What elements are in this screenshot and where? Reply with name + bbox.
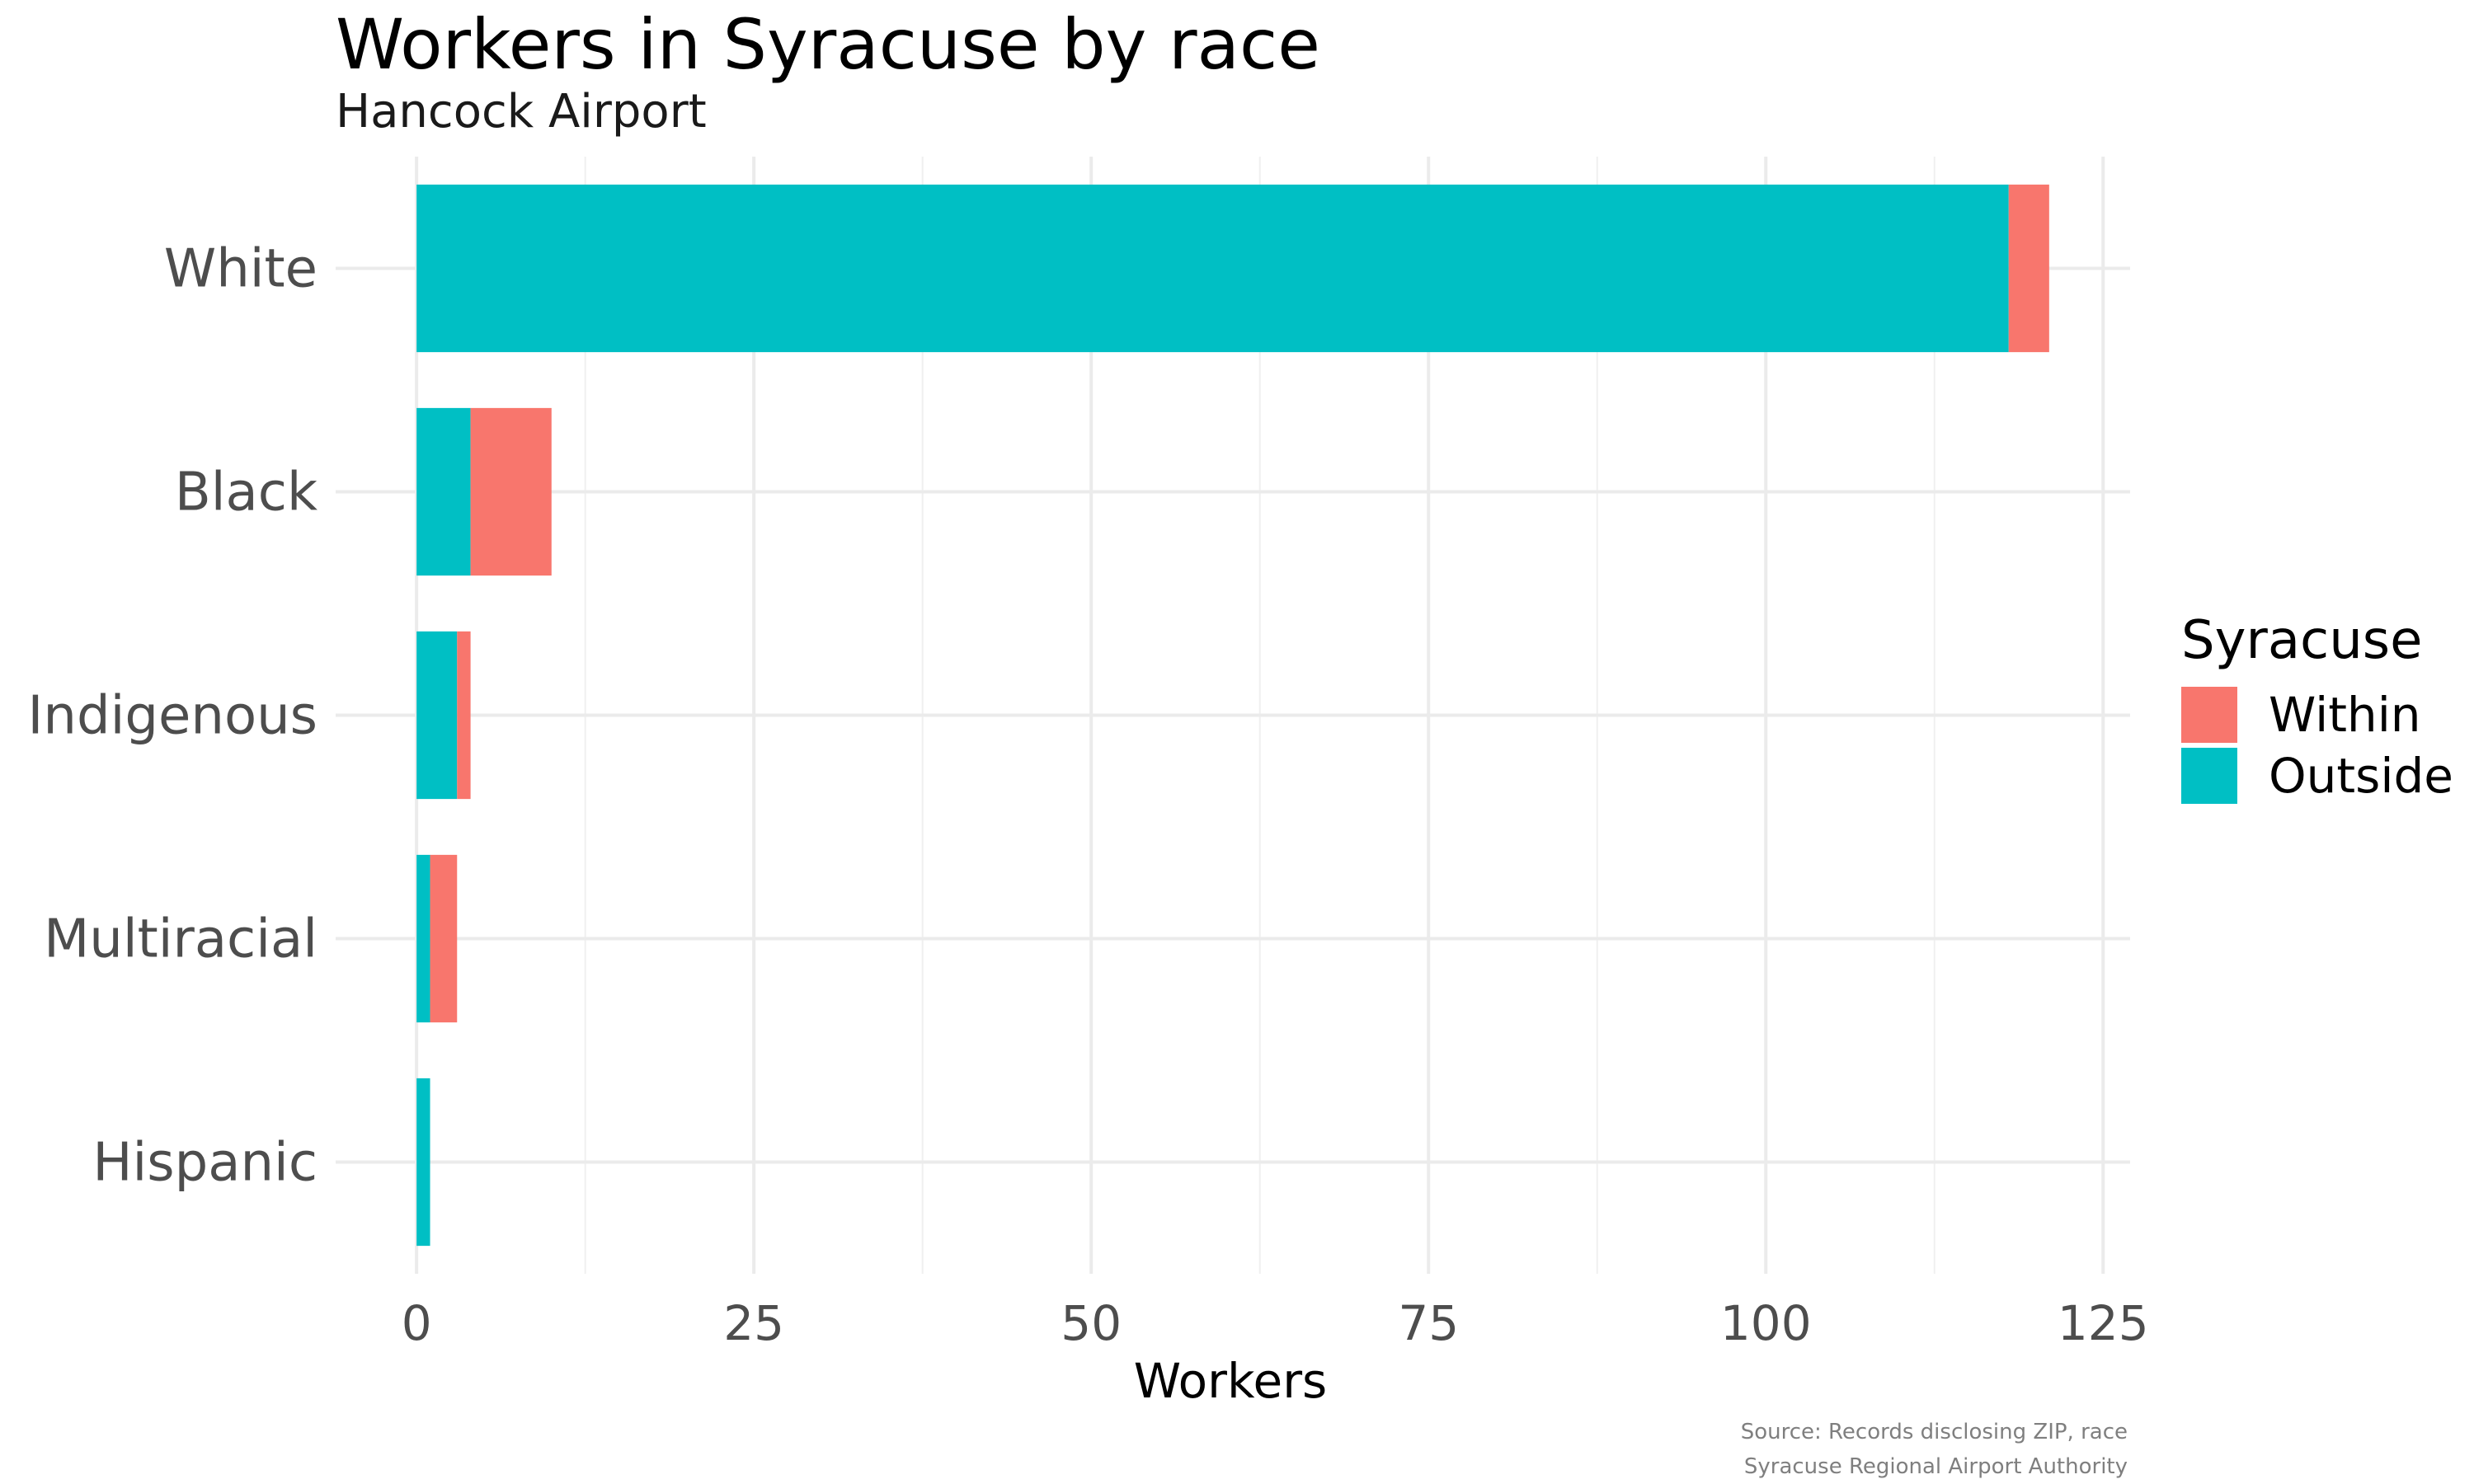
legend: Syracuse Within Outside — [2181, 610, 2453, 806]
bar-black-within — [470, 407, 552, 576]
bars — [416, 184, 2049, 1247]
bar-multiracial-outside — [416, 854, 430, 1023]
y-tick-label-hispanic: Hispanic — [92, 1133, 317, 1194]
y-tick-label-multiracial: Multiracial — [44, 909, 317, 970]
bar-white-within — [2008, 184, 2049, 353]
x-tick-label: 0 — [402, 1295, 432, 1351]
bar-black-outside — [416, 407, 471, 576]
legend-item-outside: Outside — [2181, 745, 2453, 806]
legend-label-within: Within — [2269, 687, 2421, 743]
x-tick-label: 75 — [1398, 1295, 1459, 1351]
y-tick-labels: White Black Indigenous Multiracial Hispanic — [28, 239, 317, 1194]
x-tick-label: 50 — [1061, 1295, 1122, 1351]
legend-item-within: Within — [2181, 684, 2453, 745]
x-tick-label: 125 — [2058, 1295, 2149, 1351]
y-tick-label-indigenous: Indigenous — [28, 686, 317, 747]
bar-hispanic-outside — [416, 1078, 430, 1247]
y-tick-label-white: White — [164, 239, 317, 300]
x-axis-label: Workers — [1134, 1353, 1328, 1409]
bar-multiracial-within — [430, 854, 458, 1023]
legend-title: Syracuse — [2181, 610, 2423, 671]
legend-label-outside: Outside — [2269, 748, 2453, 804]
legend-swatch-within — [2181, 687, 2237, 743]
y-tick-label-black: Black — [175, 463, 317, 524]
legend-swatch-outside — [2181, 748, 2237, 804]
caption-source: Source: Records disclosing ZIP, race — [1740, 1420, 2128, 1444]
chart-title: Workers in Syracuse by race — [336, 4, 1320, 85]
caption-authority: Syracuse Regional Airport Authority — [1743, 1454, 2128, 1479]
chart-subtitle: Hancock Airport — [336, 85, 707, 139]
bar-indigenous-outside — [416, 631, 458, 800]
x-tick-label: 25 — [723, 1295, 784, 1351]
x-tick-labels: 0 25 50 75 100 125 — [402, 1295, 2149, 1351]
x-tick-label: 100 — [1720, 1295, 1812, 1351]
bar-white-outside — [416, 184, 2009, 353]
bar-indigenous-within — [457, 631, 471, 800]
